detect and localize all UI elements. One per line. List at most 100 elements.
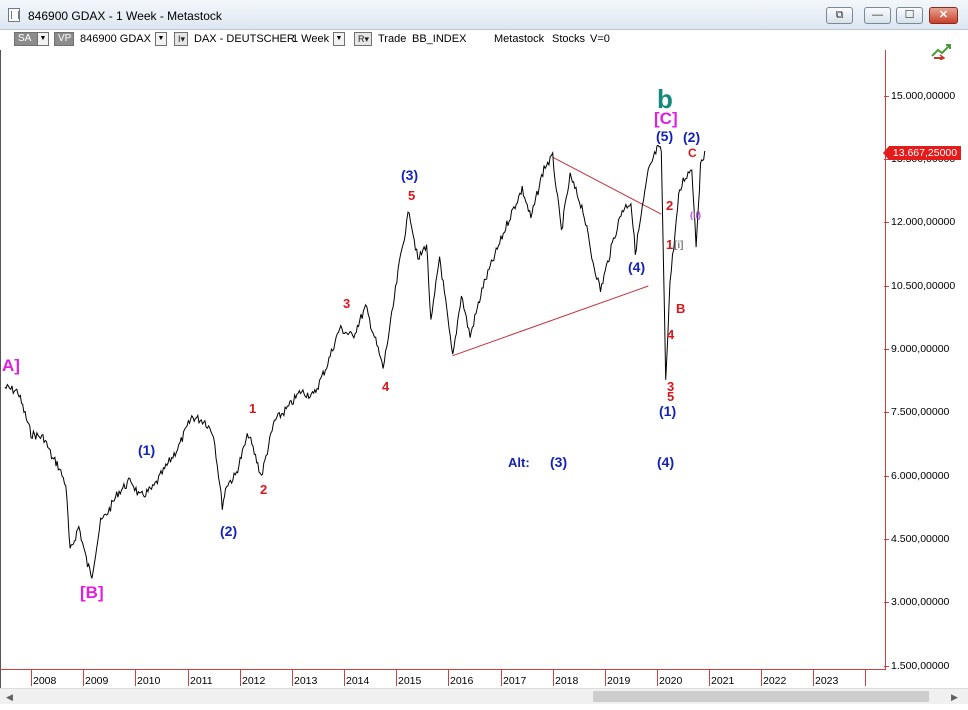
chart-left-border xyxy=(0,50,1,690)
wave-label-2: (2) xyxy=(220,523,238,539)
year-label: 2017 xyxy=(503,675,527,687)
year-tick xyxy=(240,669,241,686)
wave-label-c-bracket: [C] xyxy=(654,109,678,128)
indicator-label: BB_INDEX xyxy=(412,33,467,45)
symbol-dropdown-icon[interactable]: ▼ xyxy=(155,32,167,46)
price-label: 4.500,00000 xyxy=(891,533,950,545)
subwave-label-2-new: 2 xyxy=(666,198,674,213)
price-label: 6.000,00000 xyxy=(891,470,950,482)
year-label: 2021 xyxy=(711,675,735,687)
year-tick xyxy=(813,669,814,686)
wave-label-1-new: (1) xyxy=(659,403,677,419)
security-name: DAX - DEUTSCHER xyxy=(194,33,295,45)
year-tick xyxy=(344,669,345,686)
price-label: 10.500,00000 xyxy=(891,280,956,292)
year-label: 2008 xyxy=(33,675,57,687)
year-tick xyxy=(292,669,293,686)
trendline-1[interactable] xyxy=(452,285,649,357)
price-tick xyxy=(884,222,889,223)
price-label: 3.000,00000 xyxy=(891,596,950,608)
subwave-label-2: 2 xyxy=(260,482,268,497)
horizontal-scrollbar[interactable]: ◀ ▶ xyxy=(0,688,968,704)
price-tick xyxy=(884,666,889,667)
symbol-label: 846900 GDAX xyxy=(80,33,151,45)
subwave-label-1-new: 1 xyxy=(666,237,674,252)
year-tick xyxy=(709,669,710,686)
year-label: 2013 xyxy=(294,675,318,687)
price-tick xyxy=(884,412,889,413)
year-tick xyxy=(553,669,554,686)
subwave-label-4-new: 4 xyxy=(667,327,675,342)
price-series-line xyxy=(4,144,706,579)
scroll-right-icon[interactable]: ▶ xyxy=(951,692,958,702)
subwave-label-4: 4 xyxy=(382,379,390,394)
year-tick xyxy=(188,669,189,686)
price-tick xyxy=(884,602,889,603)
chart-toolbar: SA ▼ VP 846900 GDAX ▼ I▾ DAX - DEUTSCHER… xyxy=(0,30,968,50)
period-label: 1 Week xyxy=(292,33,330,45)
period-dropdown-icon[interactable]: ▼ xyxy=(333,32,345,46)
volume-label: V=0 xyxy=(590,33,610,45)
year-label: 2022 xyxy=(763,675,787,687)
chart-window-icon xyxy=(8,8,20,22)
wave-label-1: (1) xyxy=(138,442,156,458)
price-tick xyxy=(884,349,889,350)
price-label: 9.000,00000 xyxy=(891,343,950,355)
subwave-label-5-new: 5 xyxy=(667,389,675,404)
maximize-button[interactable]: ☐ xyxy=(896,7,923,24)
subwave-label-3: 3 xyxy=(343,296,351,311)
last-price-badge: 13.667,25000 xyxy=(889,146,961,160)
close-button[interactable]: ✕ xyxy=(929,7,958,24)
wave-label-4: (4) xyxy=(628,259,646,275)
source-label: Metastock xyxy=(494,33,545,45)
vp-button[interactable]: VP xyxy=(54,32,74,46)
price-label: 15.000,00000 xyxy=(891,90,956,102)
price-label: 12.000,00000 xyxy=(891,216,956,228)
price-tick xyxy=(884,96,889,97)
wave-label-b-red: B xyxy=(676,301,686,316)
subwave-label-i-bracket: [i] xyxy=(674,240,684,251)
alt-wave-label-3: (3) xyxy=(550,454,568,470)
year-tick xyxy=(448,669,449,686)
subwave-label-ii: (ii) xyxy=(690,210,701,220)
year-tick xyxy=(657,669,658,686)
title-bar: 846900 GDAX - 1 Week - Metastock ⧉ — ☐ ✕ xyxy=(0,0,968,30)
year-label: 2023 xyxy=(815,675,839,687)
year-label: 2020 xyxy=(659,675,683,687)
trade-arrows-icon[interactable] xyxy=(930,42,954,60)
subwave-label-5: 5 xyxy=(408,188,416,203)
price-label: 1.500,00000 xyxy=(891,660,950,672)
trade-label[interactable]: Trade xyxy=(378,33,407,45)
price-label: 7.500,00000 xyxy=(891,406,950,418)
year-label: 2018 xyxy=(555,675,579,687)
i-button[interactable]: I▾ xyxy=(174,32,188,46)
year-tick xyxy=(396,669,397,686)
year-tick xyxy=(605,669,606,686)
year-tick xyxy=(83,669,84,686)
price-axis-line xyxy=(885,50,886,670)
sa-dropdown-icon[interactable]: ▼ xyxy=(37,32,49,46)
subwave-label-1: 1 xyxy=(249,401,257,416)
restore-all-button[interactable]: ⧉ xyxy=(826,7,853,24)
wave-label-2-new: (2) xyxy=(683,129,701,145)
price-tick xyxy=(884,476,889,477)
price-tick xyxy=(884,539,889,540)
year-label: 2016 xyxy=(450,675,474,687)
minimize-button[interactable]: — xyxy=(864,7,891,24)
year-label: 2012 xyxy=(242,675,266,687)
year-tick xyxy=(865,669,866,686)
wave-label-a-left: A] xyxy=(2,356,20,375)
scroll-left-icon[interactable]: ◀ xyxy=(6,692,13,702)
year-label: 2011 xyxy=(190,675,213,687)
year-label: 2015 xyxy=(398,675,422,687)
year-tick xyxy=(501,669,502,686)
r-button[interactable]: R▾ xyxy=(354,32,372,46)
sa-button[interactable]: SA xyxy=(14,32,40,46)
trendline-2[interactable] xyxy=(552,156,662,215)
wave-label-b-big: b xyxy=(657,84,673,114)
scrollbar-thumb[interactable] xyxy=(593,691,929,702)
price-tick xyxy=(884,286,889,287)
year-tick xyxy=(761,669,762,686)
wave-label-c-red: C xyxy=(688,146,697,160)
